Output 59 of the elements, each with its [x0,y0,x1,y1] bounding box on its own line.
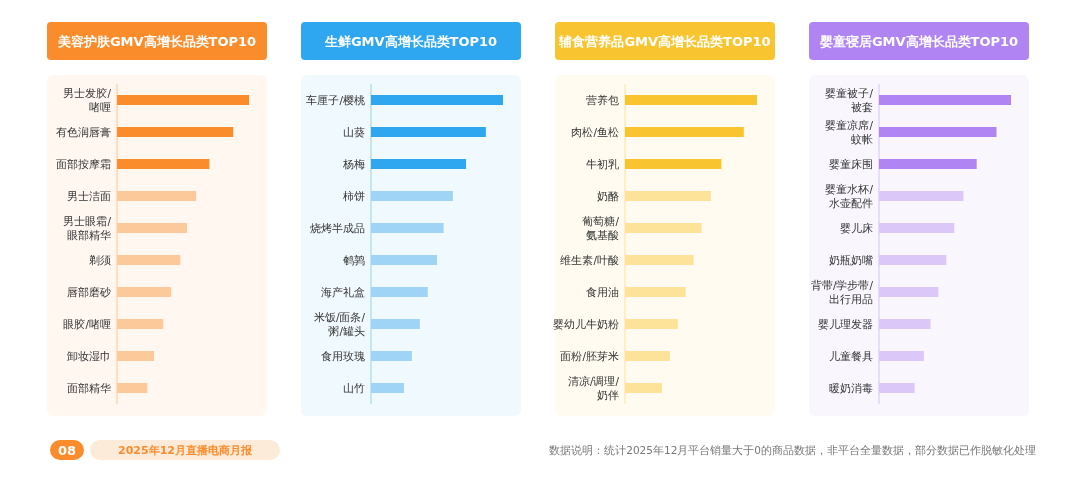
chart-title: 美容护肤GMV高增长品类TOP10 [56,34,257,49]
bar [879,95,1011,105]
y-tick-label: 有色润唇膏 [56,126,111,138]
y-tick-label: 面粉/胚芽米 [560,350,619,362]
y-tick-label: 柿饼 [343,190,365,202]
y-tick-label: 海产礼盒 [321,286,365,298]
y-tick-label: 清凉/调理/奶伴 [567,375,620,401]
text: 2025年12月直播电商月报 [118,444,253,457]
bar [371,127,486,137]
bar [117,127,234,137]
bar [625,159,722,169]
y-tick-label: 男士眼霜/眼部精华 [63,215,112,241]
y-tick-label: 鹌鹑 [343,254,365,266]
bar [879,159,977,169]
y-tick-label: 儿童餐具 [829,350,873,362]
y-tick-label: 卸妆湿巾 [67,350,111,362]
y-tick-label: 烧烤半成品 [310,222,365,234]
y-tick-label: 眼胶/啫喱 [63,318,111,330]
bar [879,127,997,137]
y-tick-label: 车厘子/樱桃 [306,94,365,106]
y-tick-label: 背带/学步带/出行用品 [810,279,874,305]
y-tick-label: 剃须 [89,254,111,266]
y-tick-label: 奶瓶奶嘴 [829,254,873,266]
y-tick-label: 食用油 [586,286,619,298]
y-tick-label: 婴儿床 [840,222,873,234]
chart-title: 婴童寝居GMV高增长品类TOP10 [818,34,1019,49]
y-tick-label: 肉松/鱼松 [571,126,619,138]
bar [371,159,467,169]
y-tick-label: 山竹 [343,382,365,394]
y-tick-label: 食用玫瑰 [321,350,365,362]
y-tick-label: 米饭/面条/粥/罐头 [313,311,366,337]
y-tick-label: 婴童被子/被套 [825,87,874,113]
bar [117,95,249,105]
y-tick-label: 面部精华 [67,382,111,394]
y-tick-label: 婴童水杯/水壶配件 [825,183,874,209]
text: 数据说明：统计2025年12月平台销量大于0的商品数据，非平台全量数据，部分数据已作脱敏化处理 [549,444,1036,456]
y-tick-label: 杨梅 [342,158,365,170]
y-tick-label: 牛初乳 [586,158,619,170]
bar [625,127,744,137]
bar [117,159,210,169]
chart-title: 生鲜GMV高增长品类TOP10 [323,34,498,49]
chart-title: 辅食营养品GMV高增长品类TOP10 [558,34,771,49]
y-tick-label: 男士洁面 [67,190,111,202]
bar [625,95,757,105]
y-tick-label: 婴儿理发器 [818,318,873,330]
y-tick-label: 山葵 [343,126,365,138]
y-tick-label: 维生素/叶酸 [560,254,619,266]
y-tick-label: 男士发胶/啫喱 [63,87,112,113]
y-tick-label: 营养包 [586,94,619,106]
y-tick-label: 面部按摩霜 [56,158,111,170]
y-tick-label: 唇部磨砂 [67,286,111,298]
y-tick-label: 婴童床围 [829,158,873,170]
y-tick-label: 暖奶消毒 [829,382,873,394]
y-tick-label: 奶酪 [597,190,619,202]
bar [371,95,503,105]
y-tick-label: 婴幼儿牛奶粉 [553,318,619,330]
text: 08 [57,443,77,458]
y-tick-label: 葡萄糖/氨基酸 [582,215,620,241]
y-tick-label: 婴童凉席/蚊帐 [825,119,874,145]
